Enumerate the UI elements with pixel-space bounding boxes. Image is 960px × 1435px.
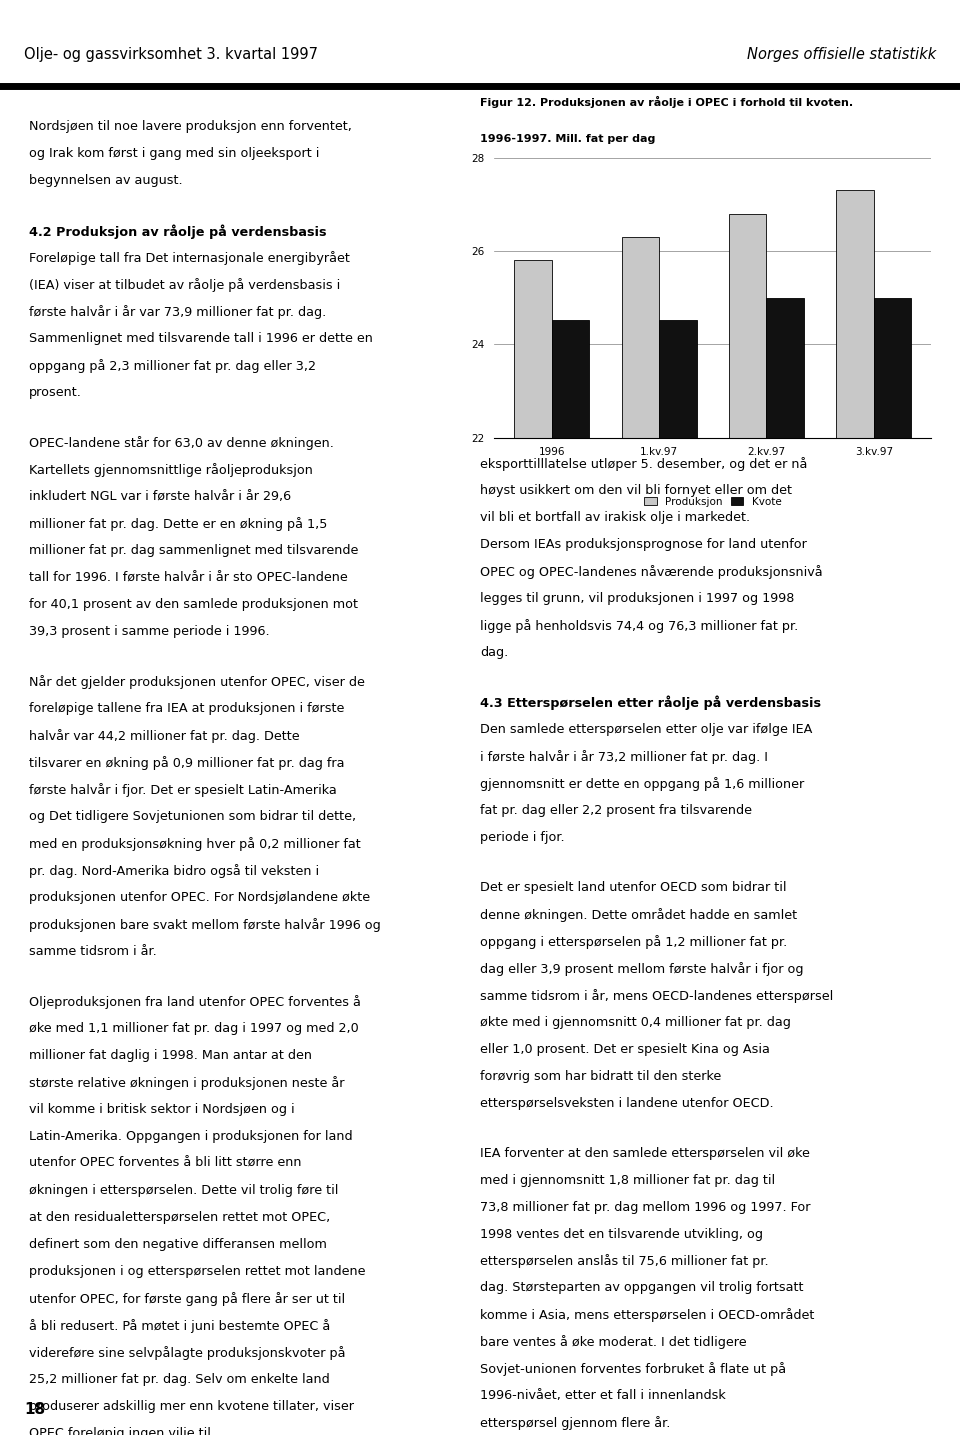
Text: OPEC-landene står for 63,0 av denne økningen.: OPEC-landene står for 63,0 av denne økni… [29,436,334,451]
Text: etterspørselen anslås til 75,6 millioner fat pr.: etterspørselen anslås til 75,6 millioner… [480,1254,769,1269]
Text: millioner fat daglig i 1998. Man antar at den: millioner fat daglig i 1998. Man antar a… [29,1049,312,1062]
Text: millioner fat pr. dag. Dette er en økning på 1,5: millioner fat pr. dag. Dette er en øknin… [29,518,327,531]
Text: at den residualetterspørselen rettet mot OPEC,: at den residualetterspørselen rettet mot… [29,1211,330,1224]
Text: pr. dag. Nord-Amerika bidro også til veksten i: pr. dag. Nord-Amerika bidro også til vek… [29,864,319,878]
Text: dag.: dag. [480,646,508,659]
Text: oppgang på 2,3 millioner fat pr. dag eller 3,2: oppgang på 2,3 millioner fat pr. dag ell… [29,359,316,373]
Text: ligge på henholdsvis 74,4 og 76,3 millioner fat pr.: ligge på henholdsvis 74,4 og 76,3 millio… [480,618,799,633]
Text: tilsvarer en økning på 0,9 millioner fat pr. dag fra: tilsvarer en økning på 0,9 millioner fat… [29,756,345,771]
Bar [515,260,552,1435]
Text: 1996-nivået, etter et fall i innenlandsk: 1996-nivået, etter et fall i innenlandsk [480,1389,726,1402]
Text: og Irak kom først i gang med sin oljeeksport i: og Irak kom først i gang med sin oljeeks… [29,148,319,161]
Text: foreløpige tallene fra IEA at produksjonen i første: foreløpige tallene fra IEA at produksjon… [29,702,345,715]
Text: 73,8 millioner fat pr. dag mellom 1996 og 1997. For: 73,8 millioner fat pr. dag mellom 1996 o… [480,1201,810,1214]
Text: Kartellets gjennomsnittlige råoljeproduksjon: Kartellets gjennomsnittlige råoljeproduk… [29,464,313,478]
Text: fat pr. dag eller 2,2 prosent fra tilsvarende: fat pr. dag eller 2,2 prosent fra tilsva… [480,804,752,817]
Text: økningen i etterspørselen. Dette vil trolig føre til: økningen i etterspørselen. Dette vil tro… [29,1184,338,1197]
Text: første halvår i år var 73,9 millioner fat pr. dag.: første halvår i år var 73,9 millioner fa… [29,306,326,320]
Text: inkludert NGL var i første halvår i år 29,6: inkludert NGL var i første halvår i år 2… [29,491,291,504]
Text: legges til grunn, vil produksjonen i 1997 og 1998: legges til grunn, vil produksjonen i 199… [480,591,794,604]
Bar [836,191,874,1435]
Text: Oljeproduksjonen fra land utenfor OPEC forventes å: Oljeproduksjonen fra land utenfor OPEC f… [29,994,361,1009]
Text: halvår var 44,2 millioner fat pr. dag. Dette: halvår var 44,2 millioner fat pr. dag. D… [29,729,300,743]
Text: 18: 18 [24,1402,45,1418]
Text: Den samlede etterspørselen etter olje var ifølge IEA: Den samlede etterspørselen etter olje va… [480,723,812,736]
Text: øke med 1,1 millioner fat pr. dag i 1997 og med 2,0: øke med 1,1 millioner fat pr. dag i 1997… [29,1022,358,1035]
Text: definert som den negative differansen mellom: definert som den negative differansen me… [29,1238,326,1251]
Text: utenfor OPEC forventes å bli litt større enn: utenfor OPEC forventes å bli litt større… [29,1157,301,1170]
Text: produksjonen i og etterspørselen rettet mot landene: produksjonen i og etterspørselen rettet … [29,1264,366,1277]
Text: produksjonen utenfor OPEC. For Nordsjølandene økte: produksjonen utenfor OPEC. For Nordsjøla… [29,891,370,904]
Text: største relative økningen i produksjonen neste år: største relative økningen i produksjonen… [29,1076,345,1091]
Text: Sovjet-unionen forventes forbruket å flate ut på: Sovjet-unionen forventes forbruket å fla… [480,1362,786,1376]
Text: for 40,1 prosent av den samlede produksjonen mot: for 40,1 prosent av den samlede produksj… [29,598,358,611]
Text: 1998 ventes det en tilsvarende utvikling, og: 1998 ventes det en tilsvarende utvikling… [480,1227,763,1240]
Text: komme i Asia, mens etterspørselen i OECD-området: komme i Asia, mens etterspørselen i OECD… [480,1309,814,1323]
Text: i første halvår i år 73,2 millioner fat pr. dag. I: i første halvår i år 73,2 millioner fat … [480,749,768,763]
Text: dag eller 3,9 prosent mellom første halvår i fjor og: dag eller 3,9 prosent mellom første halv… [480,961,804,976]
Text: etterspørselsveksten i landene utenfor OECD.: etterspørselsveksten i landene utenfor O… [480,1096,774,1109]
Text: utenfor OPEC, for første gang på flere år ser ut til: utenfor OPEC, for første gang på flere å… [29,1292,345,1306]
Text: 1996-1997. Mill. fat per dag: 1996-1997. Mill. fat per dag [480,133,656,144]
Text: Olje- og gassvirksomhet 3. kvartal 1997: Olje- og gassvirksomhet 3. kvartal 1997 [24,46,318,62]
Text: økte med i gjennomsnitt 0,4 millioner fat pr. dag: økte med i gjennomsnitt 0,4 millioner fa… [480,1016,791,1029]
Text: Det er spesielt land utenfor OECD som bidrar til: Det er spesielt land utenfor OECD som bi… [480,881,786,894]
Bar [729,214,766,1435]
Text: 25,2 millioner fat pr. dag. Selv om enkelte land: 25,2 millioner fat pr. dag. Selv om enke… [29,1373,329,1386]
Text: samme tidsrom i år.: samme tidsrom i år. [29,946,156,959]
Text: tall for 1996. I første halvår i år sto OPEC-landene: tall for 1996. I første halvår i år sto … [29,571,348,584]
Text: eksporttilllatelse utløper 5. desember, og det er nå: eksporttilllatelse utløper 5. desember, … [480,456,807,471]
Text: gjennomsnitt er dette en oppgang på 1,6 millioner: gjennomsnitt er dette en oppgang på 1,6 … [480,776,804,791]
Text: første halvår i fjor. Det er spesielt Latin-Amerika: første halvår i fjor. Det er spesielt La… [29,784,337,798]
Text: millioner fat pr. dag sammenlignet med tilsvarende: millioner fat pr. dag sammenlignet med t… [29,544,358,557]
Text: og Det tidligere Sovjetunionen som bidrar til dette,: og Det tidligere Sovjetunionen som bidra… [29,811,356,824]
Text: IEA forventer at den samlede etterspørselen vil øke: IEA forventer at den samlede etterspørse… [480,1147,810,1159]
Text: 39,3 prosent i samme periode i 1996.: 39,3 prosent i samme periode i 1996. [29,626,270,639]
Text: høyst usikkert om den vil bli fornyet eller om det: høyst usikkert om den vil bli fornyet el… [480,484,792,497]
Text: Når det gjelder produksjonen utenfor OPEC, viser de: Når det gjelder produksjonen utenfor OPE… [29,676,365,689]
Text: 4.3 Etterspørselen etter råolje på verdensbasis: 4.3 Etterspørselen etter råolje på verde… [480,696,821,710]
Text: med en produksjonsøkning hver på 0,2 millioner fat: med en produksjonsøkning hver på 0,2 mil… [29,837,361,851]
Text: oppgang i etterspørselen på 1,2 millioner fat pr.: oppgang i etterspørselen på 1,2 millione… [480,934,787,949]
Text: prosent.: prosent. [29,386,82,399]
Text: Dersom IEAs produksjonsprognose for land utenfor: Dersom IEAs produksjonsprognose for land… [480,538,806,551]
Text: vil bli et bortfall av irakisk olje i markedet.: vil bli et bortfall av irakisk olje i ma… [480,511,750,524]
Text: Norges offisielle statistikk: Norges offisielle statistikk [747,46,936,62]
Text: samme tidsrom i år, mens OECD-landenes etterspørsel: samme tidsrom i år, mens OECD-landenes e… [480,989,833,1003]
Text: Latin-Amerika. Oppgangen i produksjonen for land: Latin-Amerika. Oppgangen i produksjonen … [29,1129,352,1142]
Text: å bli redusert. På møtet i juni bestemte OPEC å: å bli redusert. På møtet i juni bestemte… [29,1319,330,1333]
Text: videreføre sine selvpålagte produksjonskvoter på: videreføre sine selvpålagte produksjonsk… [29,1346,346,1360]
Bar [766,297,804,1435]
Text: 4.2 Produksjon av råolje på verdensbasis: 4.2 Produksjon av råolje på verdensbasis [29,224,326,240]
Text: OPEC og OPEC-landenes nåværende produksjonsnivå: OPEC og OPEC-landenes nåværende produksj… [480,565,823,578]
Bar [552,320,589,1435]
Text: Foreløpige tall fra Det internasjonale energibyrået: Foreløpige tall fra Det internasjonale e… [29,251,349,265]
Text: etterspørsel gjennom flere år.: etterspørsel gjennom flere år. [480,1416,670,1431]
Text: vil komme i britisk sektor i Nordsjøen og i: vil komme i britisk sektor i Nordsjøen o… [29,1104,295,1116]
Bar [660,320,697,1435]
Text: Figur 12. Produksjonen av råolje i OPEC i forhold til kvoten.: Figur 12. Produksjonen av råolje i OPEC … [480,96,853,108]
Bar [874,297,911,1435]
Legend: Produksjon, Kvote: Produksjon, Kvote [640,492,785,511]
Text: produksjonen bare svakt mellom første halvår 1996 og: produksjonen bare svakt mellom første ha… [29,918,380,931]
Bar [621,237,660,1435]
Text: med i gjennomsnitt 1,8 millioner fat pr. dag til: med i gjennomsnitt 1,8 millioner fat pr.… [480,1174,775,1187]
Text: Nordsjøen til noe lavere produksjon enn forventet,: Nordsjøen til noe lavere produksjon enn … [29,121,351,133]
Text: dag. Størsteparten av oppgangen vil trolig fortsatt: dag. Størsteparten av oppgangen vil trol… [480,1281,804,1294]
Text: denne økningen. Dette området hadde en samlet: denne økningen. Dette området hadde en s… [480,908,797,921]
Text: bare ventes å øke moderat. I det tidligere: bare ventes å øke moderat. I det tidlige… [480,1336,747,1349]
Text: OPEC foreløpig ingen vilje til: OPEC foreløpig ingen vilje til [29,1426,210,1435]
Text: (IEA) viser at tilbudet av råolje på verdensbasis i: (IEA) viser at tilbudet av råolje på ver… [29,278,340,293]
Text: forøvrig som har bidratt til den sterke: forøvrig som har bidratt til den sterke [480,1069,721,1082]
Text: periode i fjor.: periode i fjor. [480,831,564,844]
Text: eller 1,0 prosent. Det er spesielt Kina og Asia: eller 1,0 prosent. Det er spesielt Kina … [480,1043,770,1056]
Text: produserer adskillig mer enn kvotene tillater, viser: produserer adskillig mer enn kvotene til… [29,1399,354,1412]
Text: begynnelsen av august.: begynnelsen av august. [29,175,182,188]
Text: Sammenlignet med tilsvarende tall i 1996 er dette en: Sammenlignet med tilsvarende tall i 1996… [29,333,372,346]
